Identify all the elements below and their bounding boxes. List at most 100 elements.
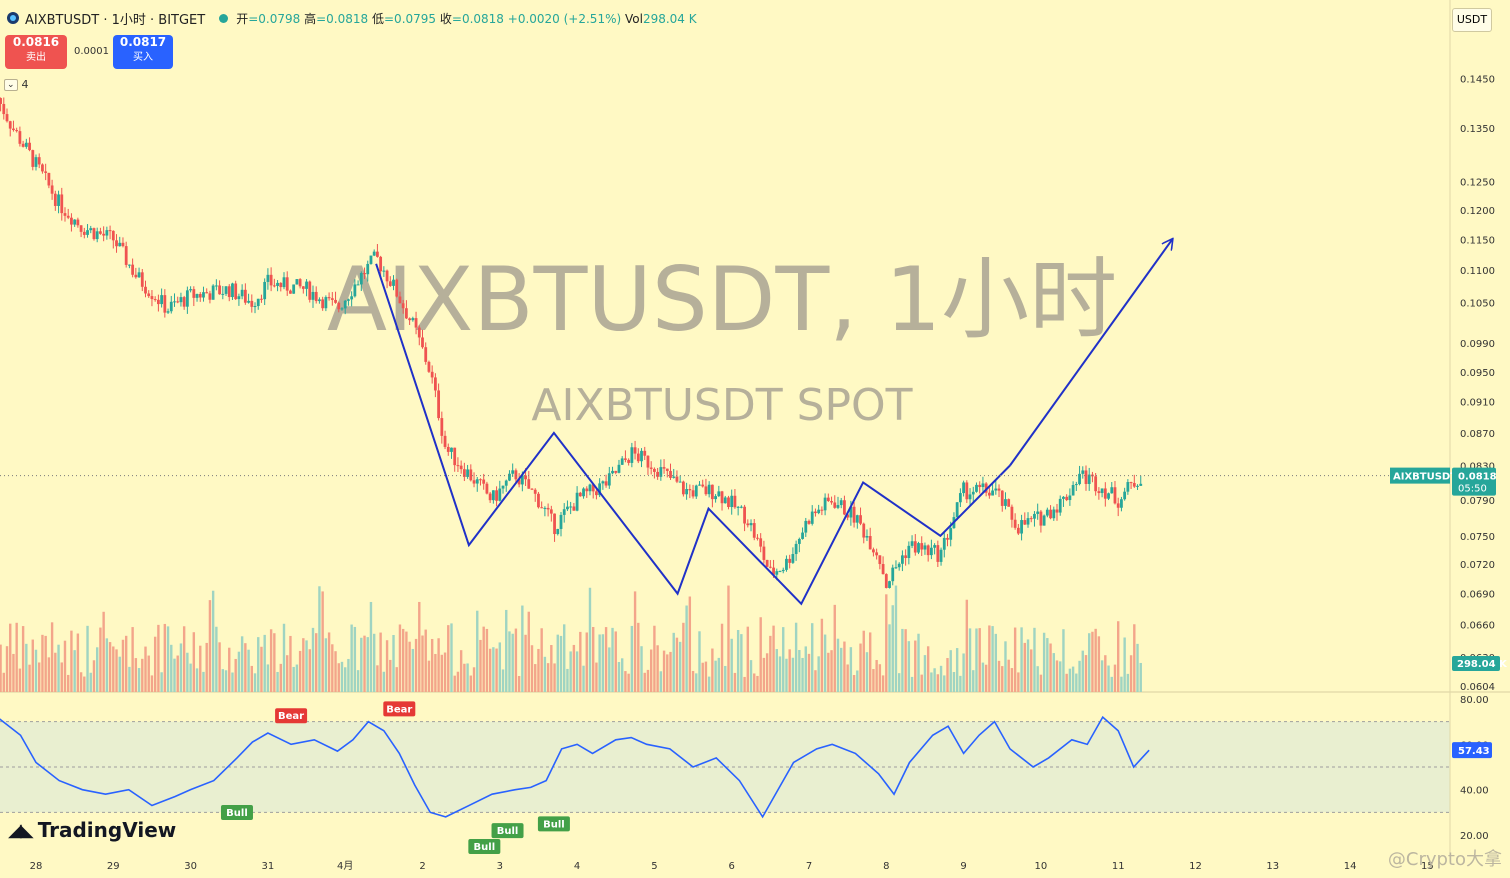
candle-body <box>1004 499 1007 506</box>
volume-bar <box>598 634 601 692</box>
candle-body <box>624 458 627 460</box>
candle-body <box>1026 518 1030 525</box>
candle-body <box>749 523 753 526</box>
volume-bar <box>228 647 231 692</box>
volume-bar <box>389 659 392 692</box>
volume-bar <box>653 625 656 692</box>
candle-body <box>144 286 147 294</box>
candle-body <box>991 490 994 496</box>
time-tick-label: 7 <box>806 861 812 872</box>
candle-body <box>759 538 763 547</box>
time-tick-label: 5 <box>651 861 657 872</box>
buy-button[interactable]: 0.0817 买入 <box>113 35 173 69</box>
candle-body <box>997 488 1001 491</box>
indicator-toggle[interactable]: ⌄ 4 <box>4 78 29 91</box>
volume-bar <box>894 585 898 692</box>
volume-bar <box>698 631 701 692</box>
price-tick-label: 0.1200 <box>1460 206 1495 217</box>
volume-bar <box>1026 639 1030 692</box>
candle-body <box>121 242 125 247</box>
candle-body <box>852 506 856 523</box>
volume-bar <box>939 665 943 692</box>
candle-body <box>627 459 631 463</box>
candle-body <box>733 495 737 508</box>
price-tick-label: 0.0690 <box>1460 590 1495 601</box>
volume-bar <box>298 650 302 692</box>
volume-bar <box>1055 660 1059 692</box>
bull-signal-badge <box>220 805 253 820</box>
price-tick-label: 0.0950 <box>1460 368 1495 379</box>
volume-bar <box>28 664 31 692</box>
volume-bar <box>649 649 653 692</box>
candle-body <box>205 292 209 294</box>
volume-tag <box>1452 656 1500 671</box>
price-tick-label: 0.1150 <box>1460 235 1495 246</box>
volume-bar <box>1071 666 1075 692</box>
volume-bar <box>482 626 485 692</box>
price-tick-label: 0.0830 <box>1460 462 1495 473</box>
candle-body <box>160 295 164 305</box>
volume-bar <box>753 673 756 692</box>
candle-body <box>456 465 460 467</box>
indicator-count: 4 <box>21 78 29 91</box>
candle-body <box>791 554 795 563</box>
volume-bar <box>1017 672 1020 692</box>
volume-bar <box>459 650 463 692</box>
volume-bar <box>759 617 762 692</box>
candle-body <box>308 281 312 300</box>
candle-body <box>946 537 949 540</box>
chart-header: AIXBTUSDT · 1小时 · BITGET 开=0.0798 高=0.08… <box>0 0 697 36</box>
candle-body <box>376 251 379 257</box>
volume-bar <box>714 660 717 692</box>
volume-bar <box>688 596 692 692</box>
candle-body <box>272 285 276 287</box>
volume-bar <box>224 670 228 692</box>
volume-bar <box>1117 621 1120 692</box>
volume-bar <box>1010 668 1014 692</box>
symbol-info[interactable]: AIXBTUSDT · 1小时 · BITGET <box>6 9 205 28</box>
candle-body <box>675 476 679 482</box>
volume-bar <box>472 667 476 692</box>
volume-bar <box>153 636 157 692</box>
projection-arrow <box>1009 239 1172 467</box>
candle-body <box>115 240 118 247</box>
volume-bar <box>231 672 234 692</box>
volume-bar <box>997 660 1001 692</box>
sell-button[interactable]: 0.0816 卖出 <box>5 35 67 69</box>
currency-select[interactable]: USDT <box>1452 8 1492 32</box>
volume-bar <box>546 663 550 692</box>
volume-bar <box>614 631 617 692</box>
candle-body <box>646 455 650 468</box>
candle-body <box>730 495 734 508</box>
price-tick-label: 0.0720 <box>1460 560 1495 571</box>
candle-body <box>678 481 682 483</box>
candle-body <box>833 502 837 508</box>
candle-body <box>556 528 560 535</box>
candle-body <box>788 558 792 563</box>
candle-body <box>437 390 441 419</box>
candle-body <box>778 571 782 573</box>
volume-bar <box>711 648 714 692</box>
candle-body <box>517 479 521 485</box>
time-tick-label: 28 <box>30 861 43 872</box>
volume-bar <box>798 650 801 692</box>
candle-body <box>962 482 965 494</box>
candle-body <box>89 228 93 231</box>
volume-bar <box>266 664 270 692</box>
buy-label: 买入 <box>133 52 153 63</box>
price-tick-label: 0.0604 <box>1460 682 1495 693</box>
volume-bar <box>943 675 946 692</box>
candle-body <box>559 514 563 529</box>
candle-body <box>462 469 466 477</box>
candle-body <box>12 128 15 131</box>
candle-body <box>736 506 740 508</box>
candle-body <box>189 289 192 291</box>
volume-bar <box>1081 650 1084 692</box>
volume-bar <box>57 644 60 692</box>
volume-bar <box>592 626 595 692</box>
volume-bar <box>244 643 247 692</box>
volume-label: Vol <box>625 11 643 26</box>
candle-body <box>794 543 798 555</box>
